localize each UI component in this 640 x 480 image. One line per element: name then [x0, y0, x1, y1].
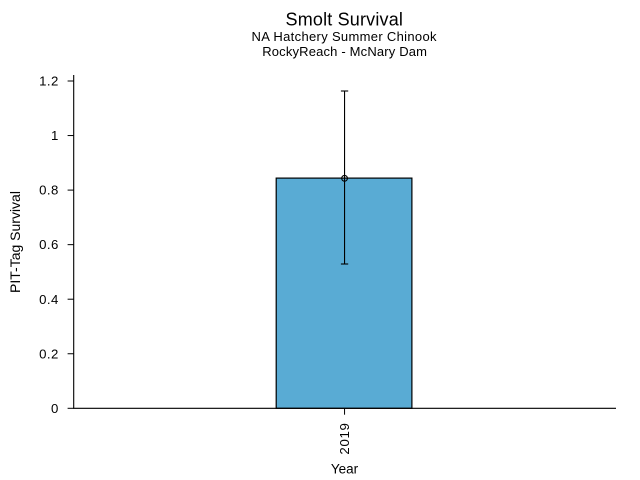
svg-text:2019: 2019 — [337, 423, 352, 455]
svg-text:Smolt Survival: Smolt Survival — [286, 10, 404, 30]
svg-text:0.6: 0.6 — [39, 237, 58, 252]
svg-text:1.2: 1.2 — [39, 74, 58, 89]
svg-text:1: 1 — [51, 128, 58, 143]
svg-text:0: 0 — [51, 401, 58, 416]
svg-text:0.8: 0.8 — [39, 183, 58, 198]
svg-text:PIT-Tag Survival: PIT-Tag Survival — [7, 191, 23, 293]
svg-text:Year: Year — [331, 461, 359, 476]
svg-text:RockyReach - McNary Dam: RockyReach - McNary Dam — [262, 44, 427, 59]
svg-text:NA Hatchery Summer Chinook: NA Hatchery Summer Chinook — [252, 29, 438, 44]
svg-text:0.2: 0.2 — [39, 346, 58, 361]
svg-text:0.4: 0.4 — [39, 292, 58, 307]
